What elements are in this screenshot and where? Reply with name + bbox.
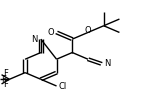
Text: O: O [48,28,54,37]
Text: F: F [3,80,8,90]
Text: O: O [85,26,91,35]
Text: N: N [104,59,110,68]
Text: F: F [3,69,8,78]
Text: Cl: Cl [59,81,67,91]
Text: N: N [32,35,38,44]
Text: F: F [1,75,6,84]
